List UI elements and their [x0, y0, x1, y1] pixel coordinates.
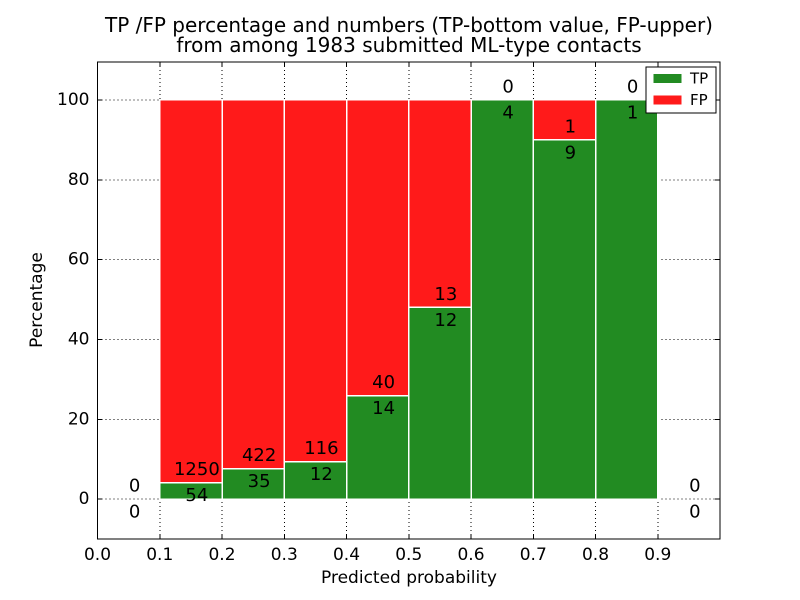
- bar-tp-segment: [470, 99, 534, 500]
- fp-count-label: 0: [627, 76, 638, 97]
- bar-tp-segment: [532, 139, 597, 500]
- x-tick-label: 0.4: [333, 545, 360, 565]
- y-tick-label: 60: [68, 250, 90, 270]
- x-tick-label: 0.5: [395, 545, 422, 565]
- x-tick-label: 0.2: [208, 545, 235, 565]
- tick-labels: 0.0 0.1 0.2 0.3 0.4 0.5 0.6 0.7 0.8 0.90204060801…: [57, 90, 671, 565]
- bar-fp-segment: [159, 99, 223, 484]
- bar-tp-segment: [221, 467, 285, 500]
- x-tick-label: 0.3: [271, 545, 298, 565]
- bars: [159, 99, 659, 500]
- bar-fp-segment: [408, 99, 472, 309]
- fp-count-label: 0: [502, 76, 513, 97]
- tick-marks: [97, 62, 720, 539]
- fp-count-label: 40: [372, 372, 395, 393]
- y-tick-label: 0: [79, 489, 90, 509]
- bar-fp-segment: [221, 99, 285, 470]
- x-tick-label: 0.1: [146, 545, 173, 565]
- tp-count-label: 14: [372, 398, 395, 419]
- tp-count-label: 54: [185, 485, 208, 506]
- bar-fp-segment: [345, 99, 410, 397]
- fp-count-label: 1: [565, 116, 576, 137]
- legend: TP FP: [645, 66, 717, 114]
- x-tick-label: 0.9: [644, 545, 671, 565]
- x-tick-label: 0.8: [582, 545, 609, 565]
- y-tick-label: 100: [57, 90, 89, 110]
- x-tick-label: 0.0: [84, 545, 111, 565]
- fp-count-label: 0: [129, 476, 140, 497]
- fp-count-label: 1250: [174, 459, 220, 480]
- fp-count-label: 13: [434, 284, 457, 305]
- chart-title: TP /FP percentage and numbers (TP-bottom…: [18, 15, 800, 55]
- tp-count-label: 0: [129, 502, 140, 523]
- tp-count-label: 9: [565, 142, 576, 163]
- y-tick-label: 20: [68, 409, 90, 429]
- bar-count-labels: 0 0 1250 54 422 35 116 12 40 14 13 12 0 4 1 9 0 1 0 0: [129, 76, 701, 522]
- fp-count-label: 422: [242, 445, 276, 466]
- tp-count-label: 1: [627, 102, 638, 123]
- fp-count-label: 0: [689, 476, 700, 497]
- bar-tp-segment: [408, 306, 472, 500]
- bar-tp-segment: [283, 460, 348, 500]
- bar-fp-segment: [283, 99, 348, 463]
- tp-count-label: 35: [248, 471, 271, 492]
- legend-swatch-fp: [653, 95, 682, 105]
- legend-label-tp: TP: [689, 70, 708, 88]
- y-tick-label: 40: [68, 329, 90, 349]
- chart-title-line2: from among 1983 submitted ML-type contac…: [176, 33, 642, 57]
- bar-tp-segment: [594, 99, 659, 500]
- tp-count-label: 4: [502, 102, 513, 123]
- tp-count-label: 12: [310, 464, 333, 485]
- x-tick-label: 0.6: [457, 545, 484, 565]
- legend-label-fp: FP: [690, 91, 708, 109]
- tp-count-label: 0: [689, 502, 700, 523]
- fp-count-label: 116: [304, 438, 338, 459]
- tp-count-label: 12: [434, 310, 457, 331]
- chart-title-line1: TP /FP percentage and numbers (TP-bottom…: [105, 13, 713, 37]
- legend-swatch-tp: [653, 74, 682, 83]
- y-tick-label: 80: [68, 170, 90, 190]
- x-tick-label: 0.7: [520, 545, 547, 565]
- x-axis-label: Predicted probability: [321, 568, 497, 588]
